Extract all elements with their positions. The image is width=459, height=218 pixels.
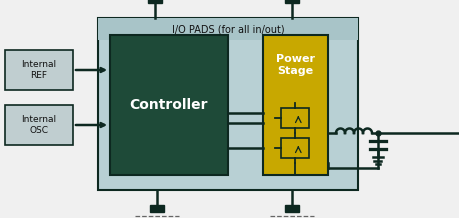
- Text: Internal
OSC: Internal OSC: [22, 115, 56, 135]
- Bar: [263, 35, 327, 175]
- Bar: [281, 138, 309, 158]
- Bar: [110, 35, 228, 175]
- Bar: [98, 18, 357, 40]
- Bar: [147, 0, 162, 3]
- Bar: [285, 205, 299, 212]
- Bar: [281, 108, 309, 128]
- Bar: [98, 18, 357, 190]
- Text: Power
Stage: Power Stage: [275, 54, 314, 76]
- Bar: [150, 205, 164, 212]
- Text: I/O PADS (for all in/out): I/O PADS (for all in/out): [171, 24, 284, 34]
- Text: Internal
REF: Internal REF: [22, 60, 56, 80]
- Text: Controller: Controller: [129, 98, 208, 112]
- Bar: [5, 50, 73, 90]
- Bar: [5, 105, 73, 145]
- Bar: [285, 0, 299, 3]
